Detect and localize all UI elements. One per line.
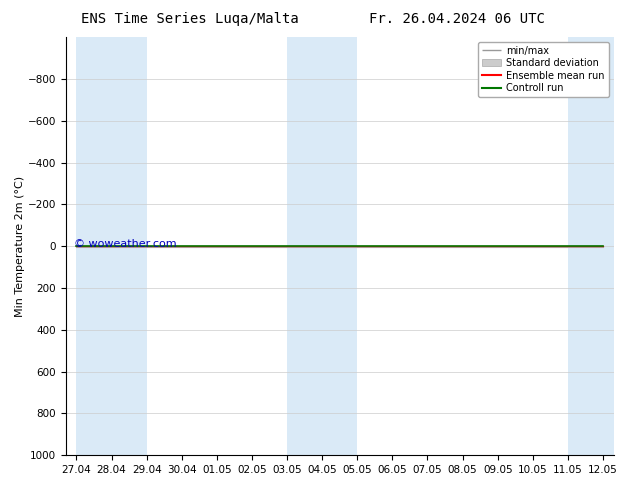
- Y-axis label: Min Temperature 2m (°C): Min Temperature 2m (°C): [15, 175, 25, 317]
- Bar: [77, 37, 146, 455]
- Text: Fr. 26.04.2024 06 UTC: Fr. 26.04.2024 06 UTC: [368, 12, 545, 26]
- Text: ENS Time Series Luqa/Malta: ENS Time Series Luqa/Malta: [81, 12, 299, 26]
- Legend: min/max, Standard deviation, Ensemble mean run, Controll run: min/max, Standard deviation, Ensemble me…: [478, 42, 609, 97]
- Bar: [287, 37, 358, 455]
- Bar: [568, 37, 621, 455]
- Text: © woweather.com: © woweather.com: [74, 239, 177, 249]
